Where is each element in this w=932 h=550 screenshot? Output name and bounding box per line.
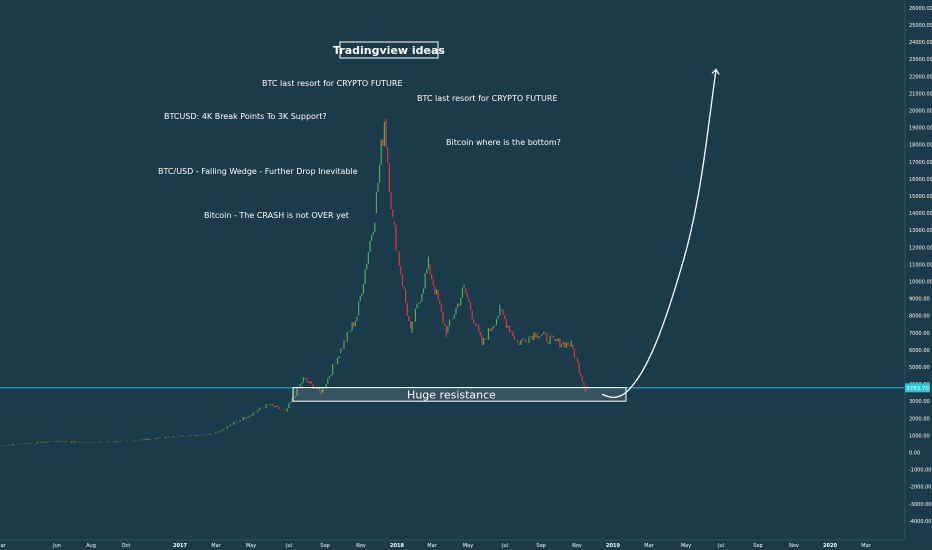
y-tick-label: 1000.00 [909, 433, 930, 439]
y-tick-label: 10000.00 [909, 280, 932, 286]
y-tick-label: 2000.00 [909, 416, 930, 422]
y-tick-label: 12000.00 [909, 245, 932, 251]
y-tick-label: 14000.00 [909, 211, 932, 217]
x-tick-label: Nov [572, 543, 582, 549]
y-tick-label: -2000.00 [909, 485, 931, 491]
y-tick-label: 19000.00 [909, 126, 932, 132]
y-tick-label: 26000.00 [909, 6, 932, 12]
x-tick-label: Aug [86, 543, 96, 549]
current-price-badge: 3783.70 [905, 383, 930, 393]
y-tick-label: 7000.00 [909, 331, 930, 337]
y-tick-label: -3000.00 [909, 502, 931, 508]
projection-arrow [601, 69, 717, 399]
x-tick-label: Sep [320, 543, 329, 549]
x-tick-label: Sep [753, 543, 762, 549]
title-frame [339, 41, 439, 59]
resistance-box [292, 387, 627, 402]
annotation-3: BTCUSD: 4K Break Points To 3K Support? [164, 112, 327, 121]
annotation-2: BTC last resort for CRYPTO FUTURE [417, 94, 558, 103]
y-tick-label: 11000.00 [909, 262, 932, 268]
x-tick-label: Jul [501, 543, 508, 549]
y-tick-label: 21000.00 [909, 91, 932, 97]
annotation-6: Bitcoin - The CRASH is not OVER yet [204, 211, 349, 220]
y-tick-label: 17000.00 [909, 160, 932, 166]
price-badge-label: 3783.70 [906, 386, 929, 392]
y-tick-label: -1000.00 [909, 468, 931, 474]
x-tick-label: 2017 [173, 543, 187, 549]
y-tick-label: 13000.00 [909, 228, 932, 234]
y-tick-label: 9000.00 [909, 297, 930, 303]
x-tick-label: Jul [717, 543, 724, 549]
y-tick-label: 20000.00 [909, 109, 932, 115]
x-tick-label: ar [0, 543, 6, 549]
y-tick-label: 25000.00 [909, 23, 932, 29]
x-tick-label: 2020 [823, 543, 837, 549]
x-tick-label: Mar [427, 543, 437, 549]
price-badge-box [905, 383, 930, 393]
price-series [1, 119, 587, 446]
y-tick-label: 23000.00 [909, 57, 932, 63]
y-tick-label: 3000.00 [909, 399, 930, 405]
x-axis[interactable]: ar Jun Aug Oct 2017 Mar May Jul Sep Nov 2018 Mar May… [0, 539, 905, 549]
y-tick-label: -4000.00 [909, 519, 931, 525]
x-tick-label: Mar [861, 543, 871, 549]
x-tick-label: Mar [644, 543, 654, 549]
x-tick-label: 2019 [606, 543, 620, 549]
y-tick-label: 15000.00 [909, 194, 932, 200]
x-tick-label: May [463, 543, 473, 549]
annotation-5: BTC/USD - Falling Wedge - Further Drop I… [158, 167, 358, 176]
x-tick-label: Sep [536, 543, 545, 549]
projection-arrowhead [711, 68, 720, 75]
annotation-4: Bitcoin where is the bottom? [446, 138, 561, 147]
y-tick-label: 18000.00 [909, 143, 932, 149]
y-tick-label: 22000.00 [909, 74, 932, 80]
x-tick-label: 2018 [390, 543, 404, 549]
x-tick-label: May [246, 543, 256, 549]
y-tick-label: 24000.00 [909, 40, 932, 46]
x-tick-label: Nov [356, 543, 366, 549]
x-tick-label: Mar [211, 543, 221, 549]
y-tick-label: 8000.00 [909, 314, 930, 320]
resistance-zone: Huge resistance [292, 387, 627, 402]
x-tick-label: Jun [52, 543, 61, 549]
x-tick-label: Oct [122, 543, 131, 549]
y-tick-label: 0.00 [909, 451, 920, 457]
x-tick-label: Jul [285, 543, 292, 549]
y-tick-label: 16000.00 [909, 177, 932, 183]
title-box: Tradingview ideas [333, 41, 445, 59]
x-tick-label: Nov [789, 543, 799, 549]
y-tick-label: 5000.00 [909, 365, 930, 371]
annotation-1: BTC last resort for CRYPTO FUTURE [262, 79, 403, 88]
chart-title: Tradingview ideas [333, 44, 445, 57]
x-tick-label: May [681, 543, 691, 549]
resistance-label: Huge resistance [407, 388, 496, 401]
y-tick-label: 6000.00 [909, 348, 930, 354]
